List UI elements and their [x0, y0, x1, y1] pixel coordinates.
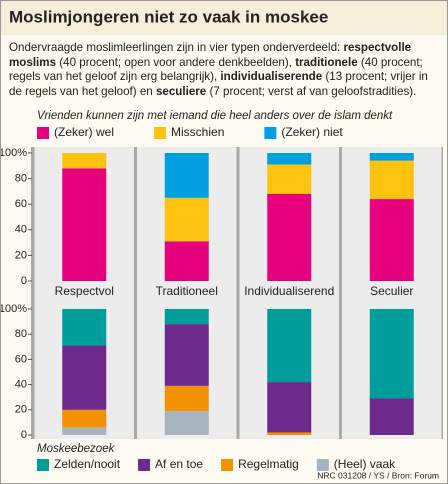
- bar-segment: [164, 197, 209, 242]
- bar-segment: [62, 427, 107, 435]
- bar-segment: [267, 193, 312, 281]
- y-tick-label: 40: [15, 379, 27, 391]
- bar-segment: [164, 324, 209, 386]
- y-tick-label: 40: [15, 224, 27, 236]
- title: Moslimjongeren niet zo vaak in moskee: [9, 7, 328, 26]
- intro-segment: traditionele: [295, 55, 358, 69]
- bar-segment: [369, 309, 414, 399]
- intro-segment: respectvolle moslims: [9, 41, 412, 69]
- bar-segment: [62, 345, 107, 410]
- bar-segment: [164, 411, 209, 435]
- intro-segment: individualiserende: [220, 70, 323, 84]
- y-tick-label: 100%: [1, 303, 27, 315]
- bar-segment: [62, 168, 107, 281]
- bar-segment: [62, 153, 107, 169]
- bar-segment: [164, 153, 209, 198]
- intro-segment: (13 procent; vrijer in de regels van het…: [9, 70, 428, 98]
- bar-segment: [369, 153, 414, 161]
- y-tick-label: 0: [21, 275, 27, 287]
- y-tick-label: 80: [15, 173, 27, 185]
- bar-segment: [62, 309, 107, 346]
- legend-label: Misschien: [171, 125, 224, 139]
- bar-segment: [164, 385, 209, 412]
- y-tick-label: 80: [15, 328, 27, 340]
- title-bar: [1, 1, 447, 35]
- bar-segment: [267, 382, 312, 433]
- y-tick-label: 60: [15, 353, 27, 365]
- legend-swatch: [264, 127, 277, 139]
- bar-segment: [164, 241, 209, 281]
- bar-segment: [267, 432, 312, 435]
- category-label: Respectvol: [55, 284, 114, 298]
- legend-label: Zelden/nooit: [54, 457, 121, 471]
- bar-segment: [369, 199, 414, 281]
- intro-segment: (7 procent; verst af van geloofstraditie…: [206, 84, 417, 98]
- legend-swatch: [316, 459, 329, 471]
- legend-subtitle: Vrienden kunnen zijn met iemand die heel…: [37, 110, 393, 122]
- intro-segment: seculiere: [155, 84, 207, 98]
- bar-segment: [369, 160, 414, 200]
- category-label: Individualiserend: [244, 284, 334, 298]
- legend-swatch: [154, 127, 167, 139]
- legend-swatch: [221, 459, 234, 471]
- bar-segment: [62, 409, 107, 428]
- bar-segment: [164, 309, 209, 325]
- category-label: Traditioneel: [156, 284, 218, 298]
- bar-segment: [369, 398, 414, 435]
- source: NRC 031208 / YS / Bron: Forum: [317, 470, 439, 480]
- y-tick-label: 20: [15, 404, 27, 416]
- bar-segment: [267, 164, 312, 194]
- bar-segment: [267, 309, 312, 383]
- intro-segment: (40 procent; open voor andere denkbeelde…: [56, 55, 296, 69]
- intro-segment: Ondervraagde moslimleerlingen zijn in vi…: [9, 41, 344, 54]
- y-tick-label: 100%: [1, 147, 27, 159]
- intro-segment: (40 procent; regels van het geloof zijn …: [9, 55, 423, 84]
- legend-label: (Zeker) niet: [281, 125, 343, 139]
- legend-swatch: [37, 459, 49, 471]
- legend-title: Moskeebezoek: [37, 443, 116, 455]
- legend-swatch: [138, 459, 151, 471]
- intro: Ondervraagde moslimleerlingen zijn in vi…: [9, 41, 439, 99]
- legend-label: (Zeker) wel: [54, 125, 114, 139]
- y-tick-label: 20: [15, 249, 27, 261]
- bar-segment: [267, 153, 312, 165]
- y-tick-label: 60: [15, 198, 27, 210]
- legend-label: Af en toe: [155, 457, 203, 471]
- category-label: Seculier: [370, 284, 413, 298]
- legend-label: Regelmatig: [238, 457, 299, 471]
- y-tick-label: 0: [21, 429, 27, 441]
- legend-label: (Heel) vaak: [334, 457, 396, 471]
- legend-swatch: [37, 127, 49, 139]
